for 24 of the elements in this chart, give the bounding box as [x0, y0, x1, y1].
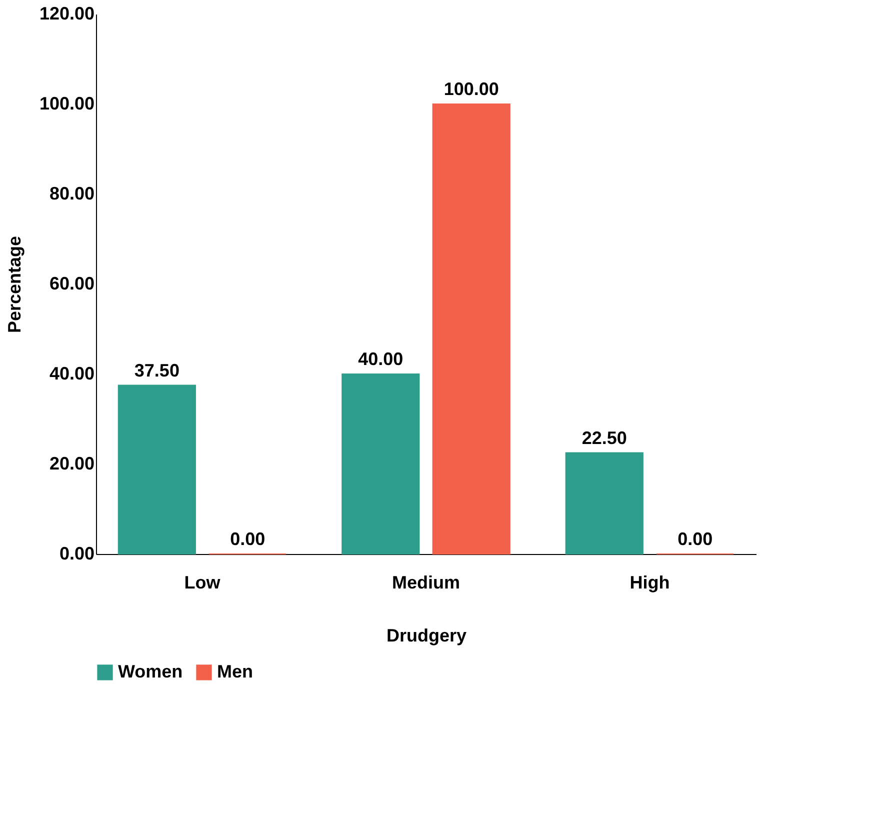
y-tick-label: 120.00 — [39, 4, 94, 24]
data-label: 40.00 — [358, 349, 404, 369]
y-tick-label: 60.00 — [49, 274, 94, 294]
y-tick-label: 80.00 — [49, 184, 94, 204]
y-tick-label: 100.00 — [39, 94, 94, 114]
legend-label: Women — [118, 661, 183, 682]
bar — [432, 104, 510, 554]
x-tick-label: High — [630, 572, 670, 592]
y-axis-title: Percentage — [4, 236, 24, 334]
bar — [118, 384, 196, 554]
y-tick-label: 20.00 — [49, 454, 94, 474]
bar — [565, 452, 644, 554]
data-label: 37.50 — [134, 360, 180, 380]
y-tick-label: 0.00 — [59, 544, 94, 564]
x-axis-title: Drudgery — [386, 626, 467, 646]
data-label: 100.00 — [444, 79, 499, 99]
data-label: 22.50 — [582, 428, 627, 448]
y-tick-label: 40.00 — [49, 364, 94, 384]
x-tick-label: Medium — [392, 572, 460, 592]
bar — [342, 374, 420, 554]
data-label: 0.00 — [230, 529, 266, 549]
legend-label: Men — [217, 661, 253, 682]
x-tick-label: Low — [184, 572, 222, 592]
data-label: 0.00 — [678, 529, 713, 549]
